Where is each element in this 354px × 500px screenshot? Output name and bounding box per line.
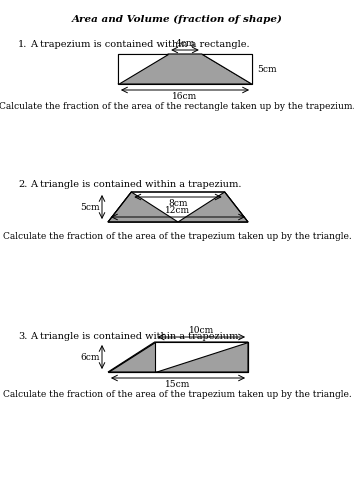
- Polygon shape: [178, 192, 248, 222]
- Text: 1.: 1.: [18, 40, 27, 49]
- Text: 8cm: 8cm: [168, 199, 188, 208]
- Text: A triangle is contained within a trapezium.: A triangle is contained within a trapezi…: [30, 332, 241, 341]
- Text: 2.: 2.: [18, 180, 27, 189]
- Text: 15cm: 15cm: [165, 380, 191, 389]
- Text: Calculate the fraction of the area of the trapezium taken up by the triangle.: Calculate the fraction of the area of th…: [2, 232, 352, 241]
- Polygon shape: [108, 192, 248, 222]
- Polygon shape: [108, 342, 155, 372]
- Text: 10cm: 10cm: [189, 326, 214, 335]
- Text: Calculate the fraction of the area of the rectangle taken up by the trapezium.: Calculate the fraction of the area of th…: [0, 102, 354, 111]
- Text: Area and Volume (fraction of shape): Area and Volume (fraction of shape): [72, 15, 282, 24]
- Text: 4cm: 4cm: [175, 39, 195, 48]
- Text: 16cm: 16cm: [172, 92, 198, 101]
- Text: Calculate the fraction of the area of the trapezium taken up by the triangle.: Calculate the fraction of the area of th…: [2, 390, 352, 399]
- Text: 12cm: 12cm: [165, 206, 190, 215]
- Text: 5cm: 5cm: [80, 202, 100, 211]
- Polygon shape: [202, 54, 252, 84]
- Polygon shape: [118, 54, 252, 84]
- Text: 6cm: 6cm: [80, 352, 100, 362]
- Text: 3.: 3.: [18, 332, 27, 341]
- Polygon shape: [108, 192, 178, 222]
- Polygon shape: [155, 342, 248, 372]
- Text: 5cm: 5cm: [257, 64, 276, 74]
- Text: A trapezium is contained within a rectangle.: A trapezium is contained within a rectan…: [30, 40, 250, 49]
- Polygon shape: [118, 54, 168, 84]
- Text: A triangle is contained within a trapezium.: A triangle is contained within a trapezi…: [30, 180, 241, 189]
- Polygon shape: [108, 342, 248, 372]
